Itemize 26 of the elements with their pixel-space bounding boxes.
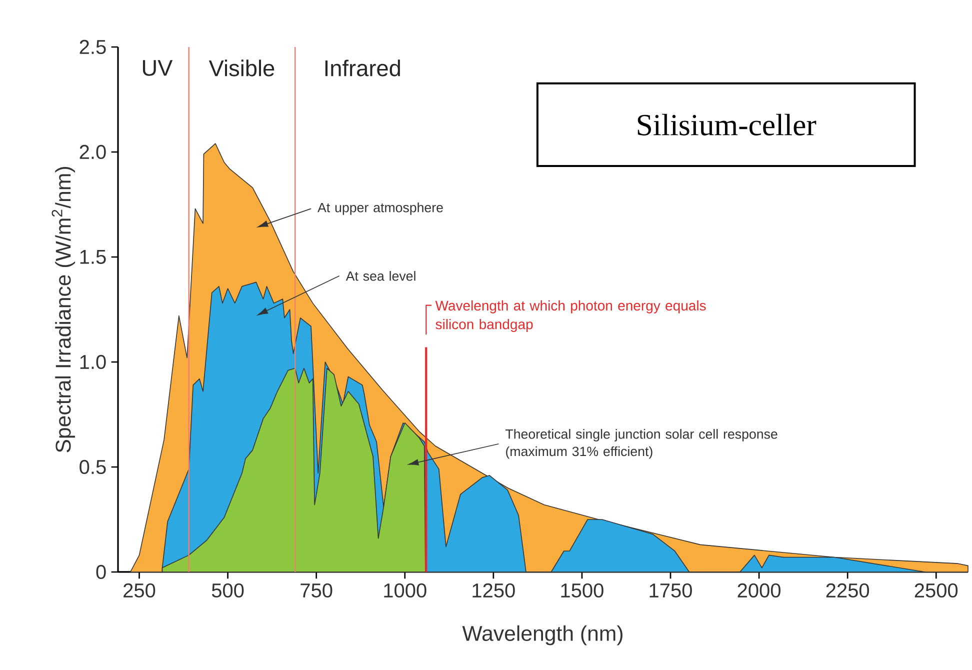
x-tick-label: 2000	[738, 583, 780, 598]
x-tick-label: 750	[300, 583, 332, 598]
y-tick-label: 1.5	[80, 250, 106, 264]
x-tick-label: 1250	[472, 583, 515, 598]
annotation: Visible	[208, 60, 274, 76]
legend-label: Wavelength at which photon energy equals silicon bandgap	[435, 300, 706, 332]
x-tick-label: 1000	[384, 583, 426, 598]
x-axis-title: Wavelength (nm)	[462, 625, 622, 646]
x-tick-label: 250	[124, 583, 156, 598]
y-axis-title: Spectral Irradiance (W/m$^{2}$/nm)	[52, 167, 76, 452]
x-tick-label: 2500	[914, 583, 958, 598]
annotation: Theoretical single junction solar cell response (maximum 31% efficient)	[506, 429, 778, 459]
y-tick-label: 2.0	[80, 144, 106, 160]
annotation: At upper atmosphere	[318, 202, 443, 215]
y-tick-label: 1.0	[80, 354, 106, 370]
y-tick-label: 0.5	[80, 460, 106, 474]
x-tick-label: 2250	[826, 583, 870, 598]
text: Silisium-celler	[638, 114, 816, 136]
annotation: At sea level	[346, 270, 416, 281]
annotation: Infrared	[325, 60, 400, 76]
x-tick-label: 1500	[561, 583, 604, 598]
x-tick-label: 500	[212, 583, 244, 598]
y-tick-label: 0	[96, 564, 106, 580]
x-tick-label: 1750	[650, 583, 692, 598]
annotation: UV	[142, 60, 173, 76]
y-tick-label: 2.5	[80, 40, 106, 54]
